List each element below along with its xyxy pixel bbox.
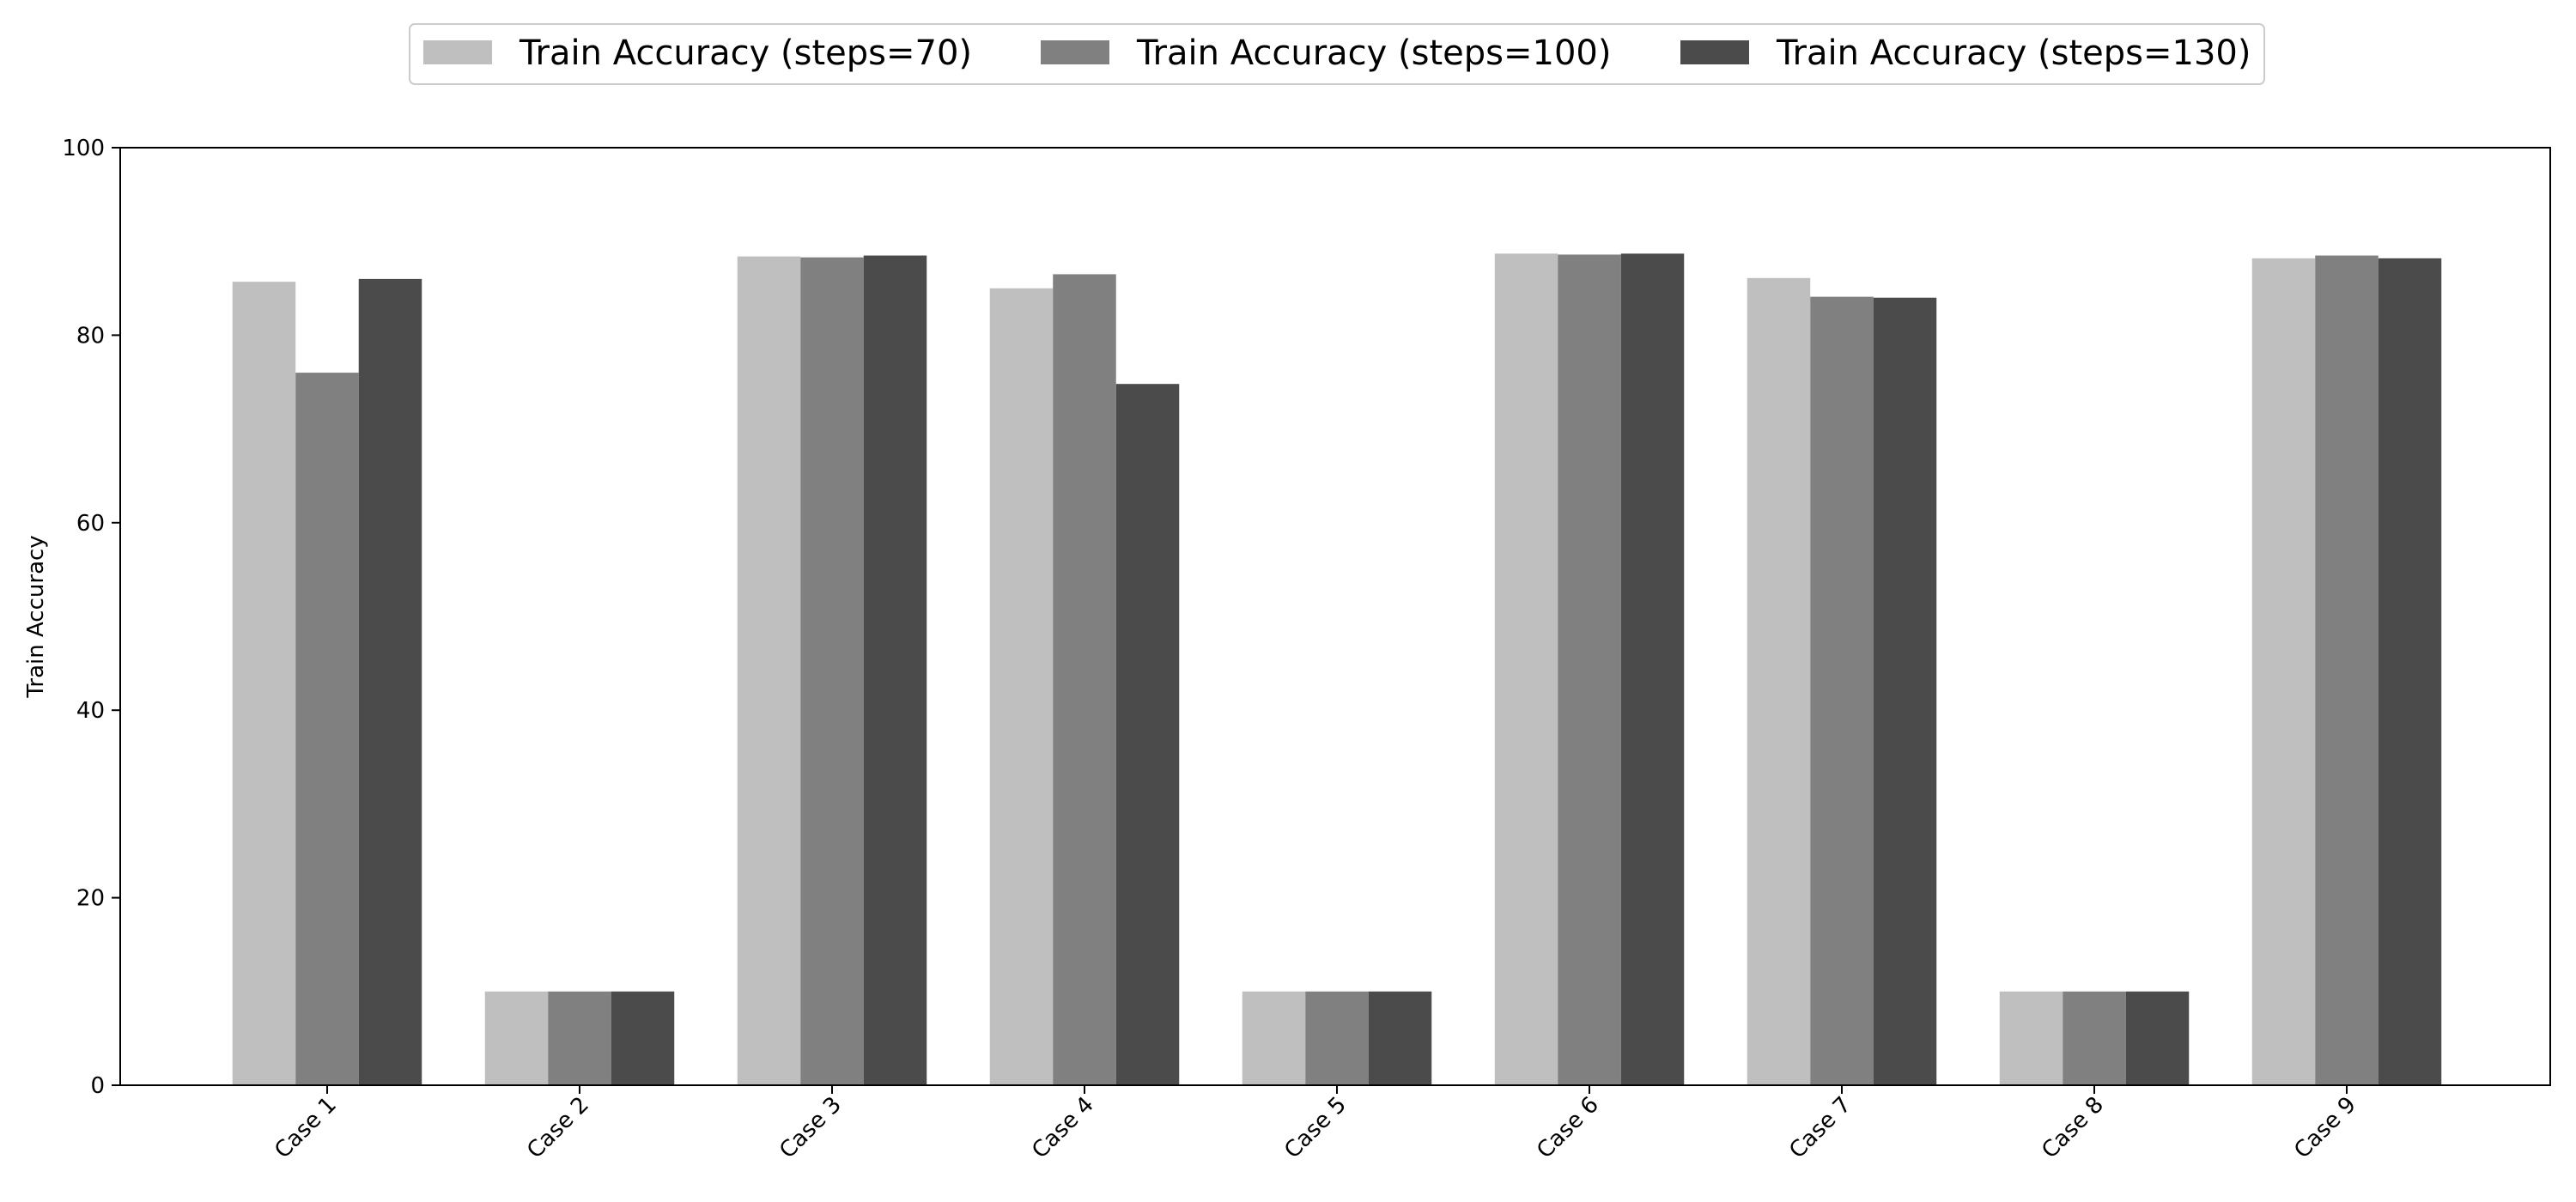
bar — [2125, 991, 2190, 1085]
bar — [1558, 254, 1621, 1085]
bar — [484, 991, 549, 1085]
bar — [1494, 253, 1558, 1085]
y-axis: 0 20 40 60 80 100 — [62, 136, 120, 1099]
bar — [1999, 991, 2063, 1085]
bar — [2063, 991, 2126, 1085]
bar — [1305, 991, 1369, 1085]
bar — [611, 991, 675, 1085]
x-tick-label: Case 6 — [1532, 1092, 1604, 1164]
bar — [737, 256, 801, 1085]
bar — [1873, 297, 1937, 1086]
y-tick-label: 100 — [62, 136, 105, 161]
bar — [548, 991, 611, 1085]
x-tick-label: Case 8 — [2037, 1092, 2109, 1164]
y-tick-label: 40 — [76, 698, 105, 724]
y-tick-label: 0 — [90, 1073, 105, 1099]
bar — [1747, 277, 1811, 1086]
bar — [358, 278, 422, 1085]
x-tick-label: Case 1 — [270, 1092, 342, 1164]
bar — [800, 257, 864, 1085]
bar — [863, 255, 927, 1086]
bar — [1115, 384, 1180, 1086]
legend-label: Train Accuracy (steps=100) — [1136, 33, 1611, 73]
bar — [1368, 991, 1432, 1085]
x-axis: Case 1 Case 2 Case 3 Case 4 Case 5 Case 6 Case… — [270, 1085, 2361, 1163]
x-tick-label: Case 7 — [1784, 1092, 1856, 1164]
y-tick-label: 20 — [76, 886, 105, 912]
bar — [232, 282, 296, 1085]
bar — [1053, 274, 1116, 1085]
x-tick-label: Case 5 — [1279, 1092, 1352, 1164]
x-tick-label: Case 3 — [775, 1092, 847, 1164]
legend-swatch — [1680, 40, 1749, 64]
legend-swatch — [1041, 40, 1109, 64]
bar — [2251, 258, 2316, 1086]
y-axis-title: Train Accuracy — [23, 535, 49, 698]
y-tick-label: 60 — [76, 511, 105, 537]
bar — [989, 288, 1054, 1085]
y-tick-label: 80 — [76, 323, 105, 349]
legend-frame — [409, 23, 2265, 85]
legend-swatch — [423, 40, 492, 64]
bars — [232, 253, 2442, 1086]
bar — [1810, 296, 1874, 1085]
plot-frame — [119, 147, 2551, 1086]
x-tick-label: Case 9 — [2289, 1092, 2361, 1164]
legend: Train Accuracy (steps=70) Train Accuracy … — [409, 23, 2265, 85]
bar — [2378, 258, 2442, 1086]
legend-label: Train Accuracy (steps=70) — [519, 33, 972, 73]
bar — [295, 373, 359, 1086]
x-tick-label: Case 2 — [522, 1092, 594, 1164]
bar — [2315, 255, 2379, 1086]
x-tick-label: Case 4 — [1027, 1092, 1099, 1164]
bar — [1242, 991, 1306, 1085]
legend-label: Train Accuracy (steps=130) — [1776, 33, 2251, 73]
bar — [1620, 253, 1685, 1085]
